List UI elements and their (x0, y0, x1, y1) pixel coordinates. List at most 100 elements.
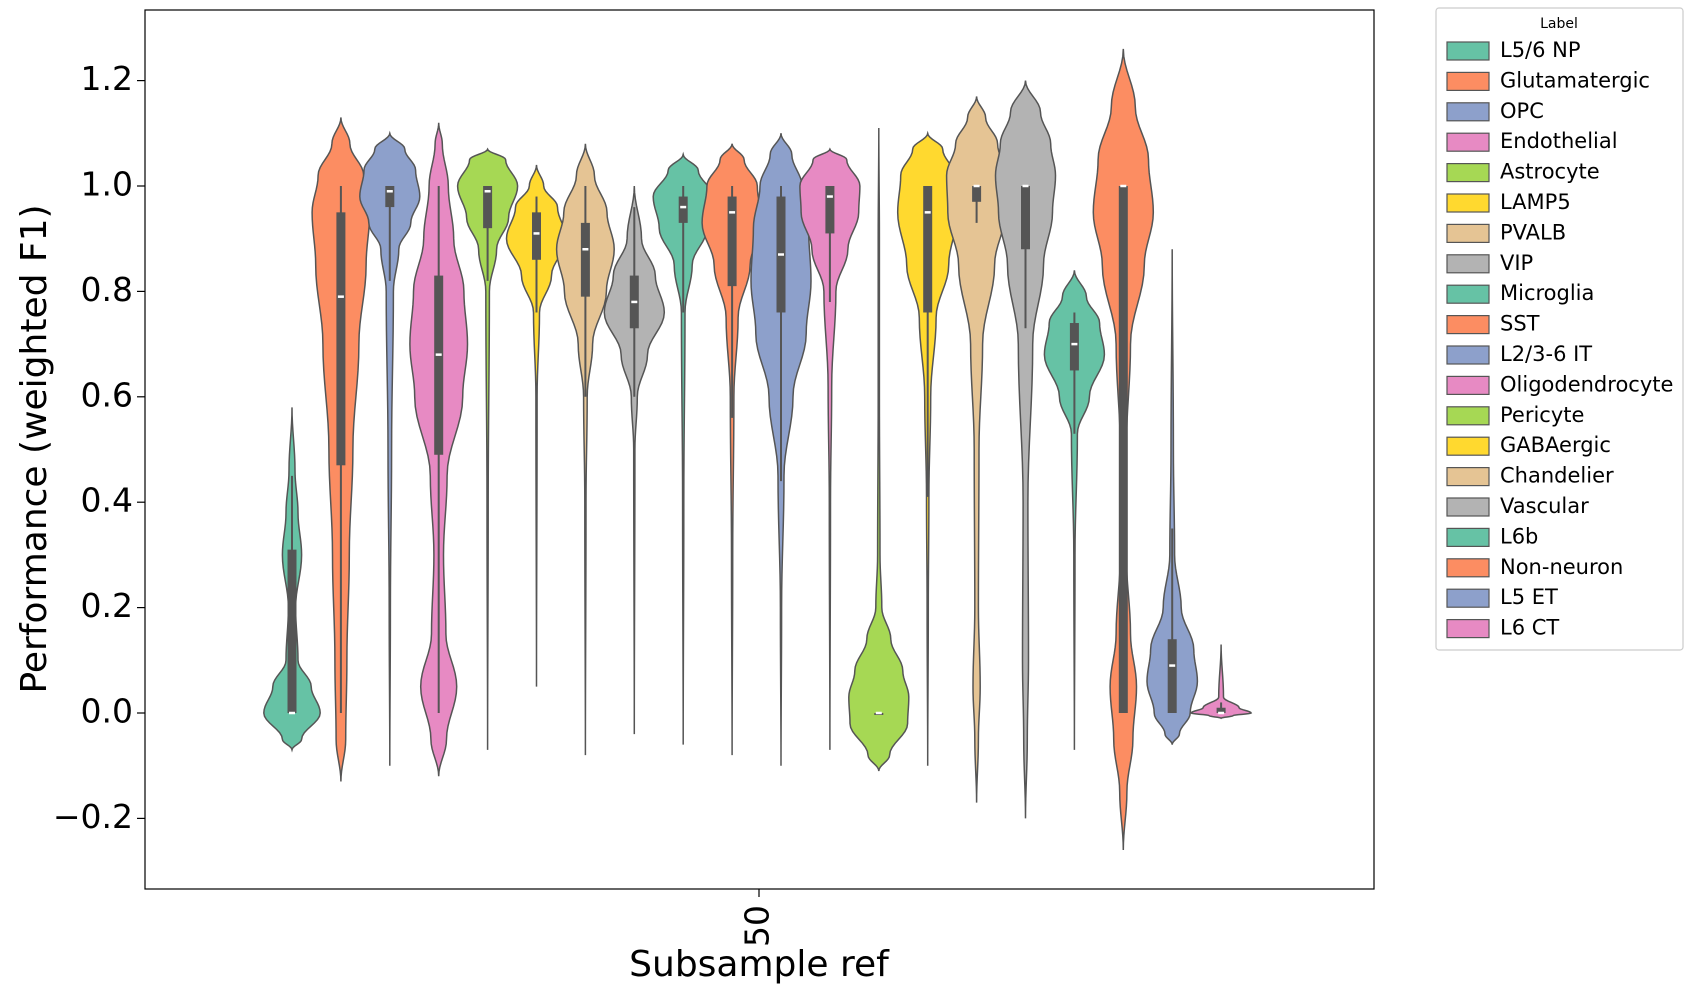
violin-box (923, 186, 933, 313)
legend-item: GABAergic (1446, 433, 1611, 457)
violin-box (434, 275, 444, 455)
violin-box (287, 549, 297, 713)
violin-body (456, 147, 519, 750)
violins-group (263, 48, 1253, 851)
legend-item: Astrocyte (1446, 160, 1600, 184)
legend-item: Oligodendrocyte (1446, 372, 1673, 396)
legend-swatch (1446, 254, 1490, 274)
legend-label: Vascular (1500, 494, 1589, 518)
legend-label: Microglia (1500, 281, 1594, 305)
legend-items: L5/6 NP Glutamatergic OPC Endothelial Astroc… (1446, 38, 1673, 640)
x-axis-ticks: 50 (738, 889, 777, 947)
legend-label: L5 ET (1500, 585, 1558, 609)
violin-l5-6-np (263, 407, 321, 753)
legend-item: L6 CT (1446, 616, 1559, 640)
violin-body (603, 185, 666, 735)
violin-box (483, 186, 493, 229)
violin-l2-3-6-it (750, 133, 812, 766)
legend-label: OPC (1500, 99, 1544, 123)
violin-body (799, 147, 861, 750)
violin-non-neuron (1092, 48, 1155, 851)
legend-swatch (1446, 588, 1490, 608)
legend-swatch (1446, 71, 1490, 92)
violin-box (1021, 186, 1030, 250)
legend-swatch (1446, 375, 1490, 395)
violin-endothelial (409, 122, 469, 777)
legend-swatch (1446, 558, 1490, 578)
legend-label: SST (1500, 312, 1540, 336)
legend-label: Glutamatergic (1500, 68, 1650, 92)
legend-item: Endothelial (1446, 129, 1618, 153)
legend-label: VIP (1500, 251, 1533, 275)
violin-opc (359, 130, 421, 766)
violin-box (1216, 707, 1226, 713)
violin-box (727, 196, 737, 287)
legend-label: Astrocyte (1500, 160, 1600, 184)
legend-swatch (1446, 467, 1490, 487)
legend-item: L2/3-6 IT (1446, 342, 1592, 366)
violin-body (848, 128, 910, 772)
legend-swatch (1446, 284, 1490, 304)
legend-item: L5/6 NP (1446, 38, 1581, 62)
violin-pericyte (848, 128, 910, 772)
violin-body (652, 151, 714, 745)
violin-pvalb (555, 143, 615, 756)
violin-box (1167, 639, 1177, 713)
legend: Label L5/6 NP Glutamatergic OPC Endothelial… (1435, 7, 1684, 651)
violin-box (532, 212, 541, 260)
legend-item: L5 ET (1446, 585, 1558, 609)
x-tick-label: 50 (738, 905, 777, 947)
legend-swatch (1446, 497, 1490, 517)
violin-box (580, 222, 590, 297)
legend-item: SST (1446, 312, 1540, 336)
violin-body (359, 130, 421, 766)
legend-item: Glutamatergic (1446, 68, 1650, 92)
violin-box (825, 186, 835, 234)
legend-swatch (1446, 193, 1490, 213)
legend-item: PVALB (1446, 220, 1566, 244)
x-axis-title: Subsample ref (629, 944, 890, 985)
y-tick-label: −0.2 (53, 797, 133, 836)
legend-swatch (1446, 345, 1490, 365)
violin-box (385, 186, 395, 208)
y-axis-ticks: −0.2 0.0 0.2 0.4 0.6 0.8 1.0 1.2 (53, 59, 145, 836)
violin-body (1146, 249, 1199, 745)
legend-swatch (1446, 102, 1490, 122)
violin-box (678, 196, 688, 223)
violin-sst (701, 143, 763, 756)
violin-lamp5 (505, 164, 568, 687)
violin-body (994, 80, 1057, 819)
legend-item: L6b (1446, 524, 1538, 548)
violin-box (1069, 323, 1079, 371)
legend-item: Non-neuron (1446, 555, 1623, 579)
legend-label: Non-neuron (1500, 555, 1623, 579)
legend-label: Endothelial (1500, 129, 1618, 153)
violin-body (1043, 270, 1106, 750)
legend-label: Chandelier (1500, 464, 1614, 488)
legend-label: L6 CT (1500, 616, 1559, 640)
legend-label: L6b (1500, 524, 1538, 548)
violin-body (505, 164, 568, 687)
violin-vip (603, 185, 666, 735)
y-axis-title: Performance (weighted F1) (14, 204, 55, 693)
violin-microglia (652, 151, 714, 745)
y-tick-label: 0.6 (81, 375, 133, 414)
violin-body (945, 96, 1008, 803)
y-tick-label: 1.2 (81, 59, 133, 98)
legend-item: VIP (1446, 251, 1533, 275)
legend-item: Chandelier (1446, 464, 1614, 488)
legend-item: Microglia (1446, 281, 1594, 305)
violin-l6-ct (1189, 644, 1253, 720)
y-tick-label: 0.4 (81, 481, 133, 520)
legend-swatch (1446, 41, 1490, 61)
legend-swatch (1446, 223, 1490, 243)
violin-chandelier (945, 96, 1008, 803)
legend-swatch (1446, 436, 1490, 456)
legend-swatch (1446, 315, 1490, 335)
violin-body (701, 143, 763, 756)
violin-body (555, 143, 615, 756)
violin-oligodendrocyte (799, 147, 861, 750)
legend-title: Label (1540, 16, 1578, 32)
legend-label: L2/3-6 IT (1500, 342, 1592, 366)
legend-label: Pericyte (1500, 403, 1584, 427)
